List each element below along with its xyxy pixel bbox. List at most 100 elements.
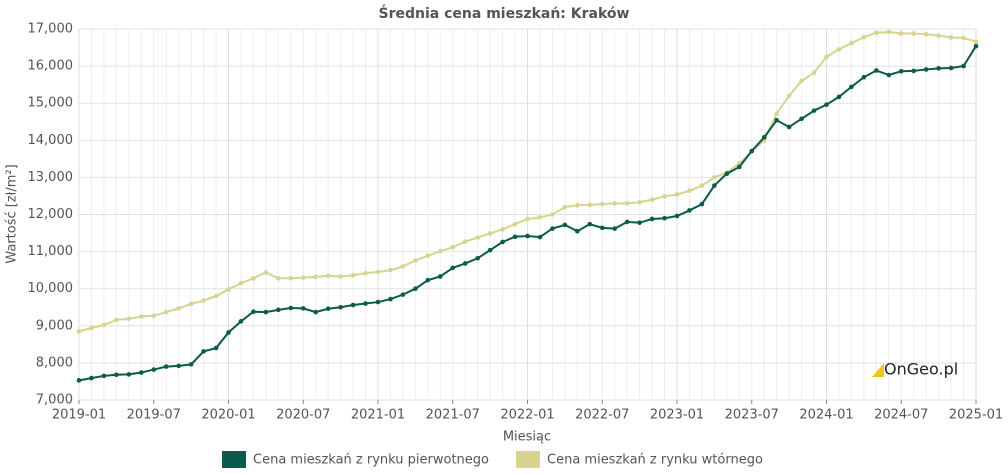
data-point — [138, 370, 144, 375]
data-point — [114, 317, 119, 323]
data-point — [948, 35, 954, 40]
data-point — [761, 135, 767, 140]
data-point — [462, 239, 468, 244]
data-point — [786, 93, 792, 99]
data-point — [101, 373, 107, 379]
data-point — [936, 66, 941, 71]
data-point — [76, 329, 82, 334]
data-point — [462, 261, 468, 266]
data-point — [151, 367, 157, 372]
data-point — [886, 29, 892, 35]
data-point — [575, 202, 580, 208]
data-point — [612, 226, 618, 231]
data-point — [799, 116, 804, 122]
y-tick-label: 17,000 — [28, 22, 74, 37]
data-point — [375, 299, 381, 305]
x-tick-label: 2021-01 — [351, 408, 405, 423]
data-point — [649, 197, 655, 202]
data-point — [400, 292, 406, 297]
data-point — [487, 247, 493, 253]
data-point — [537, 234, 543, 240]
data-point — [263, 309, 269, 315]
data-point — [276, 276, 281, 281]
data-point — [637, 199, 642, 205]
data-point — [724, 171, 730, 176]
data-point — [101, 322, 107, 328]
data-point — [836, 47, 842, 52]
data-point — [674, 213, 680, 219]
x-tick-label: 2023-01 — [650, 408, 704, 423]
x-tick-label: 2024-01 — [799, 408, 853, 423]
data-point — [251, 276, 256, 281]
data-point — [799, 78, 804, 84]
data-point — [288, 305, 294, 311]
legend-label: Cena mieszkań z rynku pierwotnego — [253, 453, 489, 468]
data-point — [188, 362, 194, 367]
data-point — [973, 39, 979, 44]
legend-label: Cena mieszkań z rynku wtórnego — [547, 453, 763, 468]
data-point — [537, 215, 543, 220]
data-point — [911, 31, 917, 36]
data-point — [176, 306, 181, 311]
data-point — [350, 273, 356, 278]
x-tick-label: 2020-07 — [276, 408, 330, 423]
data-point — [163, 309, 169, 315]
data-point — [276, 307, 281, 313]
data-point — [114, 372, 119, 378]
data-point — [89, 325, 94, 331]
data-point — [413, 258, 418, 263]
data-point — [512, 234, 518, 240]
data-point — [712, 175, 717, 180]
data-point — [687, 208, 692, 213]
data-point — [263, 270, 269, 275]
data-point — [338, 274, 343, 279]
y-tick-label: 11,000 — [28, 244, 74, 259]
x-tick-label: 2022-01 — [500, 408, 554, 423]
data-point — [313, 309, 319, 315]
data-point — [550, 226, 555, 231]
data-point — [251, 309, 256, 315]
data-point — [450, 244, 456, 250]
x-tick-label: 2023-07 — [725, 408, 779, 423]
data-point — [562, 222, 568, 228]
data-point — [213, 293, 219, 299]
watermark: OnGeo.pl — [884, 360, 958, 379]
data-point — [288, 276, 294, 281]
data-point — [961, 63, 966, 69]
data-point — [126, 372, 132, 377]
data-point — [824, 54, 829, 60]
data-point — [350, 302, 356, 308]
y-tick-label: 15,000 — [28, 96, 74, 111]
data-point — [699, 183, 705, 188]
data-point — [911, 68, 917, 74]
data-point — [500, 227, 505, 232]
data-point — [774, 111, 779, 116]
data-point — [201, 349, 206, 354]
x-tick-label: 2020-01 — [201, 408, 255, 423]
data-point — [550, 212, 555, 217]
y-tick-label: 7,000 — [36, 393, 73, 408]
data-point — [637, 220, 642, 225]
data-point — [300, 306, 306, 311]
data-point — [138, 314, 144, 319]
data-point — [923, 31, 929, 37]
data-point — [587, 202, 593, 208]
data-point — [898, 68, 904, 74]
data-point — [836, 94, 842, 100]
y-tick-label: 16,000 — [28, 59, 74, 74]
data-point — [226, 287, 231, 292]
data-point — [898, 31, 904, 36]
data-point — [923, 67, 929, 72]
data-point — [712, 183, 717, 188]
data-point — [475, 255, 480, 261]
data-point — [400, 264, 406, 269]
data-point — [388, 267, 393, 273]
x-tick-label: 2021-07 — [426, 408, 480, 423]
data-point — [861, 74, 867, 80]
data-point — [874, 68, 879, 73]
data-point — [213, 345, 219, 351]
data-point — [363, 301, 368, 306]
data-point — [437, 274, 443, 279]
data-point — [89, 375, 94, 381]
